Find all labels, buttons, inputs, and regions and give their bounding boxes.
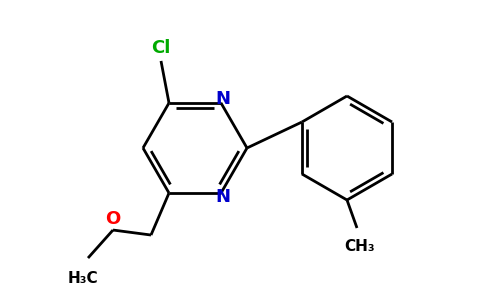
Text: N: N bbox=[215, 90, 230, 108]
Text: O: O bbox=[106, 210, 121, 228]
Text: N: N bbox=[215, 188, 230, 206]
Text: Cl: Cl bbox=[151, 39, 171, 57]
Text: H₃C: H₃C bbox=[68, 271, 98, 286]
Text: CH₃: CH₃ bbox=[345, 239, 375, 254]
